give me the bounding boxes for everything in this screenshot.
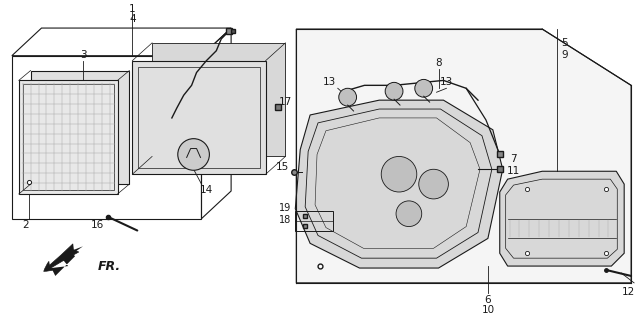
Circle shape	[396, 201, 422, 227]
Text: 3: 3	[79, 50, 86, 60]
Circle shape	[385, 82, 403, 100]
Text: 4: 4	[129, 14, 136, 24]
Polygon shape	[152, 43, 285, 157]
Text: 2: 2	[22, 220, 29, 230]
Circle shape	[419, 169, 449, 199]
Circle shape	[415, 80, 433, 97]
Polygon shape	[31, 70, 129, 184]
Text: 16: 16	[91, 220, 104, 230]
Text: 1: 1	[129, 4, 136, 14]
Text: 6: 6	[484, 294, 492, 305]
Text: 17: 17	[279, 97, 292, 107]
Polygon shape	[19, 81, 118, 194]
Polygon shape	[51, 246, 83, 276]
Text: 11: 11	[507, 166, 520, 176]
Circle shape	[178, 139, 209, 170]
Text: 12: 12	[621, 287, 635, 297]
Polygon shape	[296, 29, 631, 283]
Text: 10: 10	[481, 305, 495, 314]
Polygon shape	[295, 100, 502, 268]
Text: 14: 14	[200, 185, 213, 195]
Text: 15: 15	[276, 162, 289, 172]
Circle shape	[381, 157, 417, 192]
Circle shape	[339, 88, 356, 106]
Text: 7: 7	[510, 154, 517, 165]
Polygon shape	[500, 171, 624, 266]
Text: FR.: FR.	[98, 260, 121, 273]
Polygon shape	[132, 61, 266, 174]
Text: 8: 8	[435, 58, 442, 68]
Text: 13: 13	[323, 77, 337, 87]
Text: 5: 5	[562, 38, 568, 48]
Text: 13: 13	[440, 77, 453, 87]
Text: 9: 9	[562, 50, 568, 60]
Text: 18: 18	[279, 215, 292, 225]
Text: 19: 19	[279, 203, 292, 213]
